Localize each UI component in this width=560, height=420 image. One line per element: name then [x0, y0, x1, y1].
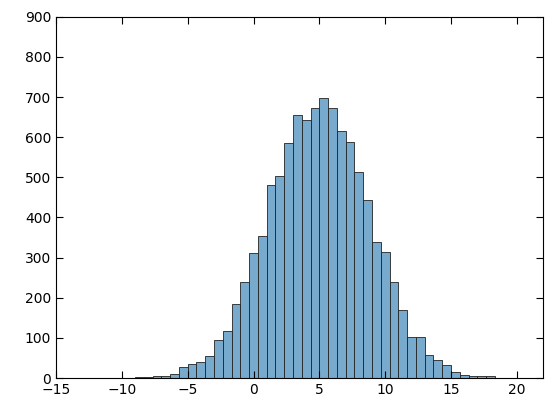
Bar	[161, 376, 170, 378]
Bar	[390, 282, 398, 378]
Bar	[319, 98, 328, 378]
Bar	[232, 304, 240, 378]
Bar	[205, 355, 214, 378]
Bar	[337, 131, 346, 378]
Bar	[328, 108, 337, 378]
Bar	[363, 200, 372, 378]
Bar	[214, 340, 223, 378]
Bar	[284, 143, 293, 378]
Bar	[486, 376, 495, 378]
Bar	[416, 337, 424, 378]
Bar	[144, 377, 152, 378]
Bar	[407, 337, 416, 378]
Bar	[381, 252, 390, 378]
Bar	[293, 115, 302, 378]
Bar	[433, 360, 442, 378]
Bar	[188, 365, 197, 378]
Bar	[424, 355, 433, 378]
Bar	[170, 373, 179, 378]
Bar	[276, 176, 284, 378]
Bar	[302, 120, 311, 378]
Bar	[311, 108, 319, 378]
Bar	[267, 184, 276, 378]
Bar	[469, 376, 477, 378]
Bar	[451, 373, 460, 378]
Bar	[152, 375, 161, 378]
Bar	[179, 367, 188, 378]
Bar	[442, 365, 451, 378]
Bar	[223, 331, 232, 378]
Bar	[477, 376, 486, 378]
Bar	[240, 283, 249, 378]
Bar	[258, 236, 267, 378]
Bar	[372, 241, 381, 378]
Bar	[135, 377, 144, 378]
Bar	[249, 253, 258, 378]
Bar	[354, 172, 363, 378]
Bar	[197, 362, 205, 378]
Bar	[460, 375, 469, 378]
Bar	[346, 142, 354, 378]
Bar	[398, 310, 407, 378]
